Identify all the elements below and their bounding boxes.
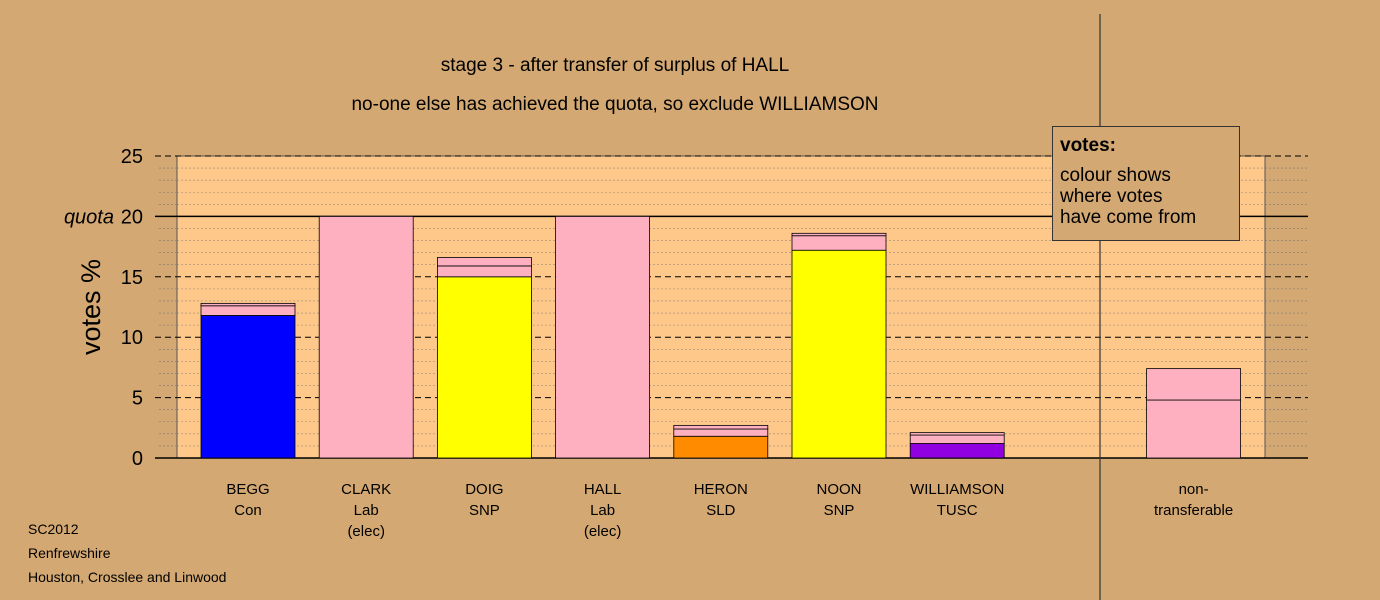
chart-title: stage 3 - after transfer of surplus of H… <box>440 55 790 76</box>
x-tick-label: CLARK <box>341 481 391 498</box>
y-tick-label: 0 <box>132 448 143 470</box>
bar-segment <box>200 315 296 459</box>
y-tick-label: 5 <box>132 388 143 410</box>
bar-segment <box>436 265 532 278</box>
bar-segment <box>436 257 532 267</box>
bar-segment <box>909 434 1005 444</box>
x-tick-label: (elec) <box>347 523 385 540</box>
x-tick-label: WILLIAMSON <box>910 481 1004 498</box>
y-tick-label: 15 <box>121 267 143 289</box>
footer-line-2: Renfrewshire <box>28 545 111 561</box>
bar-segment <box>673 435 769 459</box>
bar-segment <box>318 215 414 459</box>
legend-heading: votes: <box>1060 135 1116 156</box>
x-tick-label: transferable <box>1154 502 1233 519</box>
x-tick-label: non- <box>1179 481 1209 498</box>
y-tick-label: 25 <box>121 146 143 168</box>
bar-segment <box>791 235 887 251</box>
x-tick-label: TUSC <box>937 502 978 519</box>
bar-segment <box>1146 399 1241 459</box>
x-tick-label: SNP <box>824 502 855 519</box>
x-tick-label: BEGG <box>226 481 269 498</box>
footer-line-1: SC2012 <box>28 521 79 537</box>
bar-segment <box>200 302 296 307</box>
bar-segment <box>200 305 296 316</box>
legend-body: colour shows where votes have come from <box>1060 165 1197 228</box>
bar-segment <box>673 424 769 430</box>
x-tick-label: Lab <box>354 502 379 519</box>
x-tick-label: SNP <box>469 502 500 519</box>
x-tick-label: NOON <box>817 481 862 498</box>
x-tick-label: SLD <box>706 502 735 519</box>
bar-segment <box>791 232 887 237</box>
bar-segment <box>791 249 887 459</box>
legend: votes: colour shows where votes have com… <box>1052 126 1240 241</box>
x-tick-label: HERON <box>694 481 748 498</box>
x-tick-label: DOIG <box>465 481 503 498</box>
y-tick-label: 10 <box>121 327 143 349</box>
x-tick-label: Lab <box>590 502 615 519</box>
bar-segment <box>555 215 650 459</box>
chart-subtitle: no-one else has achieved the quota, so e… <box>351 94 879 115</box>
bar-segment <box>1146 368 1241 401</box>
x-tick-label: Con <box>234 502 262 519</box>
bar-segment <box>909 432 1005 436</box>
footer-line-3: Houston, Crosslee and Linwood <box>28 569 227 585</box>
bar-segment <box>436 276 532 459</box>
quota-label: quota <box>64 206 114 228</box>
bar-segment <box>909 443 1005 459</box>
y-axis-label: votes % <box>76 259 106 355</box>
x-tick-label: HALL <box>584 481 622 498</box>
bar-segment <box>673 428 769 437</box>
x-tick-label: (elec) <box>584 523 622 540</box>
y-tick-label: 20 <box>121 206 143 228</box>
